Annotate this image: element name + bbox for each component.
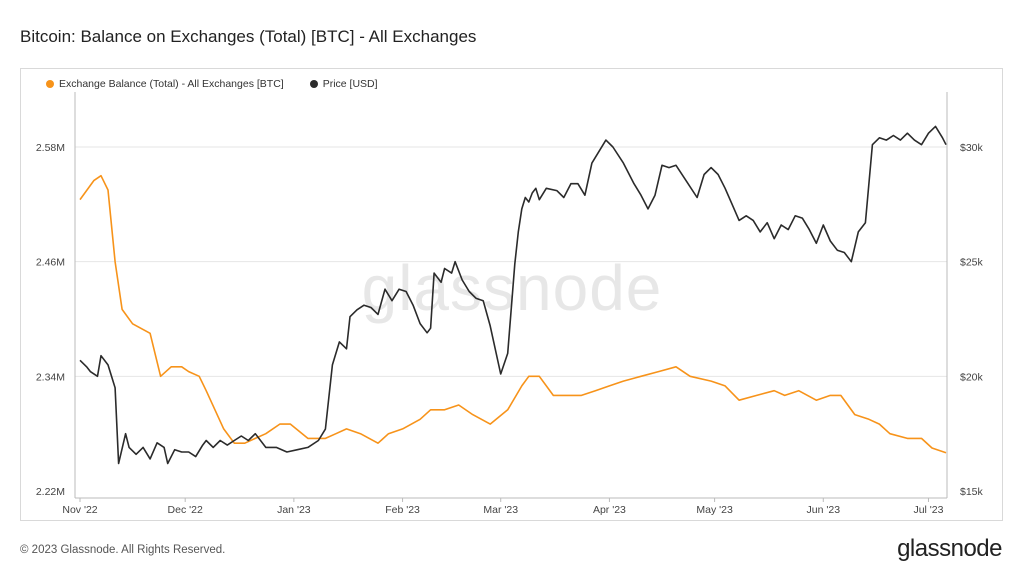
series-lines (79, 125, 947, 465)
y-left-tick-label: 2.46M (36, 257, 65, 269)
brand-logo: glassnode (897, 535, 1002, 562)
y-right-tick-label: $15k (960, 486, 984, 498)
y-right-tick-label: $25k (960, 257, 984, 269)
chart-panel (20, 68, 1003, 521)
legend-marker-price (309, 80, 318, 88)
right-axis-ticks: $15k $20k $25k $30k (960, 142, 984, 498)
y-right-tick-label: $30k (960, 142, 984, 154)
x-tick-label: May '23 (696, 504, 733, 516)
legend-label-balance: Exchange Balance (Total) - All Exchanges… (59, 78, 284, 90)
x-tick-label: Apr '23 (593, 504, 626, 516)
x-tick-label: Jun '23 (807, 504, 841, 516)
x-tick-label: Nov '22 (62, 504, 97, 516)
price-series-line (79, 125, 947, 465)
legend-label-price: Price [USD] (322, 78, 378, 90)
copyright-text: © 2023 Glassnode. All Rights Reserved. (20, 544, 226, 556)
legend-item-balance[interactable]: Exchange Balance (Total) - All Exchanges… (46, 78, 284, 90)
x-tick-label: Mar '23 (483, 504, 518, 516)
x-tick-label: Feb '23 (385, 504, 420, 516)
grid-lines (75, 146, 947, 377)
legend-marker-balance (46, 80, 54, 88)
x-tick-label: Jul '23 (913, 504, 943, 516)
chart-title: Bitcoin: Balance on Exchanges (Total) [B… (20, 27, 477, 46)
y-left-tick-label: 2.58M (36, 142, 65, 154)
x-tick-label: Jan '23 (277, 504, 311, 516)
watermark-text: glassnode (362, 252, 663, 324)
left-axis-ticks: 2.22M 2.34M 2.46M 2.58M (36, 142, 65, 498)
x-tick-label: Dec '22 (168, 504, 203, 516)
y-left-tick-label: 2.22M (36, 486, 65, 498)
y-left-tick-label: 2.34M (36, 371, 65, 383)
axes (74, 92, 948, 499)
legend-item-price[interactable]: Price [USD] (309, 78, 378, 90)
balance-series-line (79, 174, 947, 454)
x-axis-ticks: Nov '22 Dec '22 Jan '23 Feb '23 Mar '23 Apr '… (62, 498, 944, 516)
chart-legend: Exchange Balance (Total) - All Exchanges… (46, 78, 378, 90)
y-right-tick-label: $20k (960, 371, 984, 383)
